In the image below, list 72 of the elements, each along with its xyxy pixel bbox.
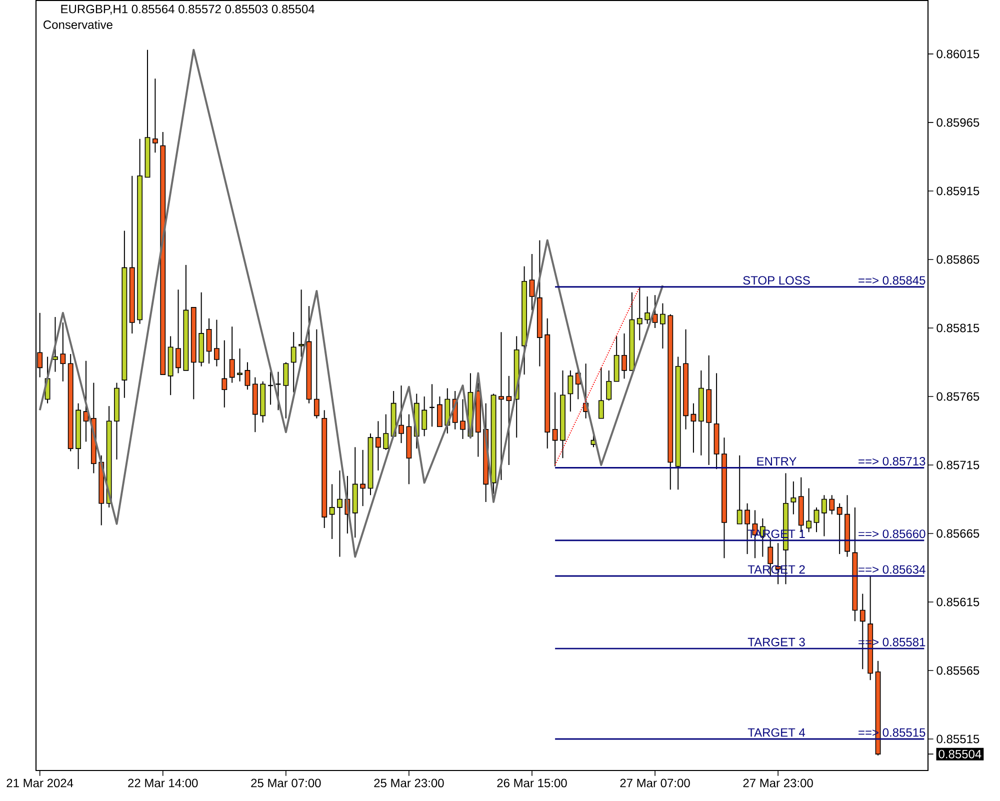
candlestick: [283, 362, 289, 420]
y-tick-label: 0.85615: [936, 598, 980, 606]
candlestick: [60, 322, 66, 382]
x-tick-label: 25 Mar 23:00: [374, 779, 444, 788]
series-label: STOP LOSS: [743, 276, 810, 285]
data-label: ==> 0.85845: [858, 276, 926, 285]
candlestick: [529, 254, 535, 311]
y-tick-label: 0.85565: [936, 666, 980, 675]
candlestick: [314, 329, 320, 420]
candlestick: [836, 503, 842, 555]
candlestick: [176, 289, 181, 374]
candlestick: [360, 450, 366, 507]
y-tick-label: 0.85915: [936, 186, 980, 196]
candlestick: [383, 414, 389, 451]
data-label: ==> 0.85713: [858, 457, 926, 466]
candlestick: [437, 396, 442, 428]
text: Conservative: [44, 20, 112, 30]
candlestick: [814, 507, 820, 533]
x-tick-label: 22 Mar 14:00: [128, 779, 198, 788]
candlestick: [736, 455, 742, 525]
candlestick: [790, 481, 796, 516]
y-tick-label: 0.85665: [936, 529, 980, 538]
series-label: TARGET 3: [748, 638, 805, 647]
candlestick: [498, 332, 504, 481]
candlestick: [636, 286, 642, 342]
candlestick: [829, 494, 835, 516]
candlestick: [460, 398, 466, 440]
candlestick: [298, 289, 304, 358]
y-tick-label: 0.85515: [936, 734, 980, 744]
candlestick: [229, 326, 235, 384]
x-tick-label: 25 Mar 07:00: [251, 779, 321, 788]
candlestick: [568, 370, 574, 412]
y-tick-label: 0.86015: [936, 50, 980, 58]
x-tick-label: 26 Mar 15:00: [497, 779, 567, 788]
line-series: [38, 49, 664, 558]
data-label: ==> 0.85660: [858, 530, 926, 538]
candlestick: [606, 370, 612, 402]
candlestick: [52, 316, 58, 373]
candlestick: [690, 403, 696, 454]
y-tick-label: 0.85715: [936, 460, 980, 470]
candlestick: [806, 488, 812, 533]
candlestick: [821, 494, 827, 537]
x-tick-label: 27 Mar 23:00: [743, 779, 813, 788]
candlestick: [214, 319, 220, 368]
series-label: ENTRY: [757, 457, 796, 466]
candlestick: [329, 484, 335, 540]
candlestick: [598, 367, 604, 420]
y-tick-label: 0.85965: [936, 118, 980, 127]
candlestick: [422, 396, 428, 437]
candlestick: [398, 385, 404, 444]
candlestick: [290, 332, 296, 394]
candlestick: [222, 340, 228, 408]
y-tick-label: 0.85815: [936, 324, 980, 332]
candlestick: [644, 296, 650, 325]
x-tick-label: 27 Mar 07:00: [620, 779, 690, 788]
series-label: TARGET 4: [748, 728, 806, 737]
candlestick: [152, 78, 158, 154]
candlestick: [660, 303, 666, 350]
x-tick-label: 21 Mar 2024: [6, 779, 74, 788]
candlestick: [506, 376, 512, 466]
candlestick: [244, 362, 250, 390]
candlestick: [337, 470, 342, 558]
chart-title: EURGBP,H1 0.85564 0.85572 0.85503 0.85504: [61, 5, 315, 15]
y-tick-label: 0.85865: [936, 255, 980, 264]
candlestick: [622, 333, 627, 380]
candlestick: [206, 318, 212, 364]
data-label: ==> 0.85634: [858, 565, 926, 574]
candlestick: [237, 348, 242, 382]
y-tick-label: 0.85504: [938, 750, 982, 759]
candlestick: [375, 420, 381, 472]
candlestick: [552, 392, 558, 468]
y-tick-label: 0.85765: [936, 392, 980, 401]
